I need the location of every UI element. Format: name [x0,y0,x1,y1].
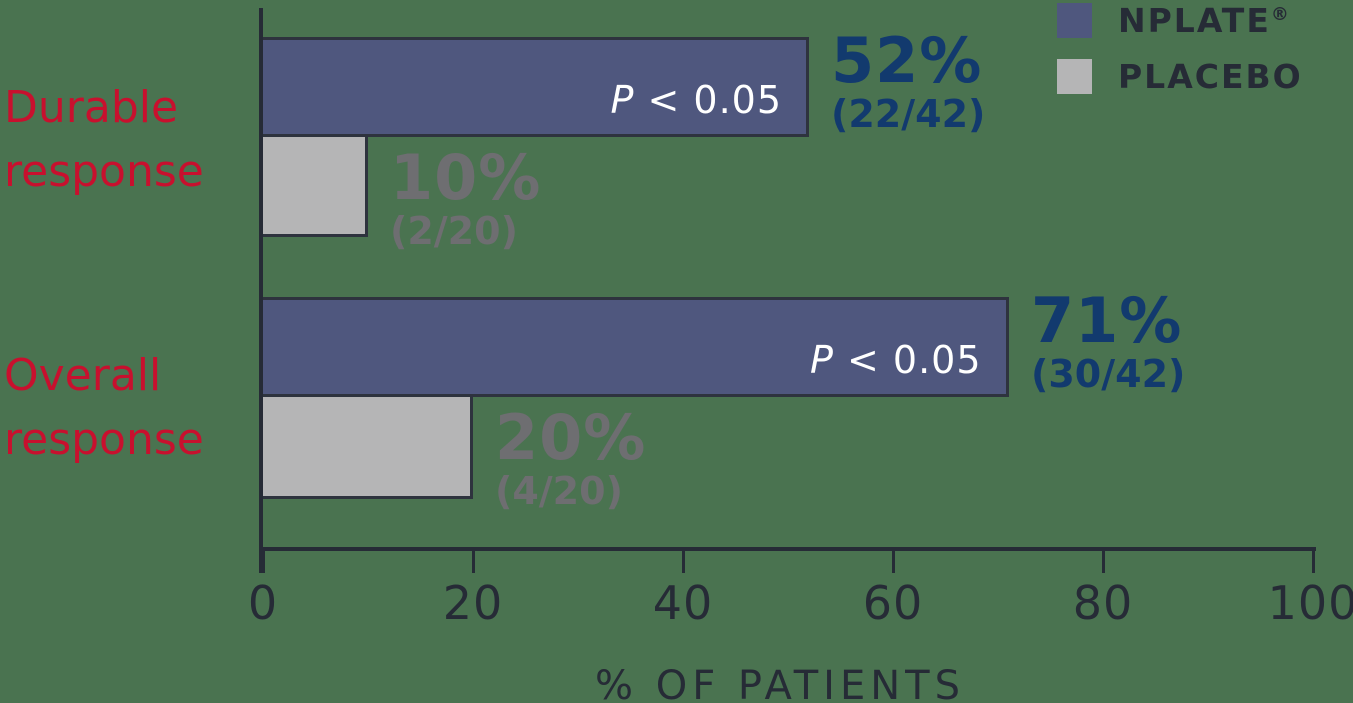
percent-value: 10% [390,141,542,214]
percent-value: 20% [495,401,647,474]
x-tick-label: 100 [1267,576,1353,630]
category-label-overall-response: Overall response [4,344,204,472]
category-label-line: Durable [4,82,179,133]
fraction-value: (2/20) [390,209,518,253]
p-value-label: P < 0.05 [610,78,782,122]
overall-nplate-value: 71% (30/42) [1031,284,1186,396]
x-tick-label: 40 [652,576,714,630]
x-tick-80 [1102,551,1105,573]
percent-value: 71% [1031,284,1183,357]
durable-placebo-value: 10% (2/20) [390,141,542,253]
placebo-legend-swatch [1057,59,1092,94]
x-tick-label: 20 [442,576,504,630]
bar-row-overall-placebo: 20% (4/20) [263,397,1313,511]
fraction-value: (4/20) [495,469,623,513]
x-tick-0 [262,551,265,573]
p-value-label: P < 0.05 [810,338,982,382]
fraction-value: (30/42) [1031,352,1186,396]
p-symbol: P [610,78,635,122]
p-threshold: < 0.05 [833,338,982,382]
overall-placebo-bar [263,397,473,499]
p-symbol: P [809,338,834,382]
overall-placebo-value: 20% (4/20) [495,401,647,513]
x-tick-100 [1312,551,1315,573]
durable-nplate-bar: P < 0.05 [263,37,809,137]
x-tick-label: 60 [862,576,924,630]
bar-row-overall-nplate: P < 0.05 71% (30/42) [263,290,1313,397]
fraction-value: (22/42) [831,92,986,136]
durable-placebo-bar [263,137,368,237]
x-tick-60 [892,551,895,573]
durable-nplate-value: 52% (22/42) [831,24,986,136]
x-tick-label: 0 [247,576,279,630]
category-label-durable-response: Durable response [4,76,204,204]
placebo-legend-label: PLACEBO [1118,57,1303,96]
legend-text: PLACEBO [1118,57,1303,96]
bar-row-durable-nplate: P < 0.05 52% (22/42) [263,30,1313,137]
bar-row-durable-placebo: 10% (2/20) [263,137,1313,251]
x-axis-line [259,547,1316,551]
overall-nplate-bar: P < 0.05 [263,297,1009,397]
x-tick-20 [472,551,475,573]
nplate-legend-swatch [1057,3,1092,38]
category-label-line: response [4,146,204,197]
x-tick-label: 80 [1072,576,1134,630]
y-axis-line [259,8,263,573]
registered-mark: ® [1270,4,1291,25]
nplate-legend-label: NPLATE® [1118,1,1291,40]
legend-text: NPLATE [1118,1,1271,40]
p-threshold: < 0.05 [634,78,782,122]
x-tick-40 [682,551,685,573]
legend-item-nplate: NPLATE® [1057,1,1291,40]
percent-value: 52% [831,24,983,97]
x-axis-title: % OF PATIENTS [595,663,965,703]
category-label-line: Overall [4,350,162,401]
legend-item-placebo: PLACEBO [1057,57,1303,96]
category-label-line: response [4,414,204,465]
